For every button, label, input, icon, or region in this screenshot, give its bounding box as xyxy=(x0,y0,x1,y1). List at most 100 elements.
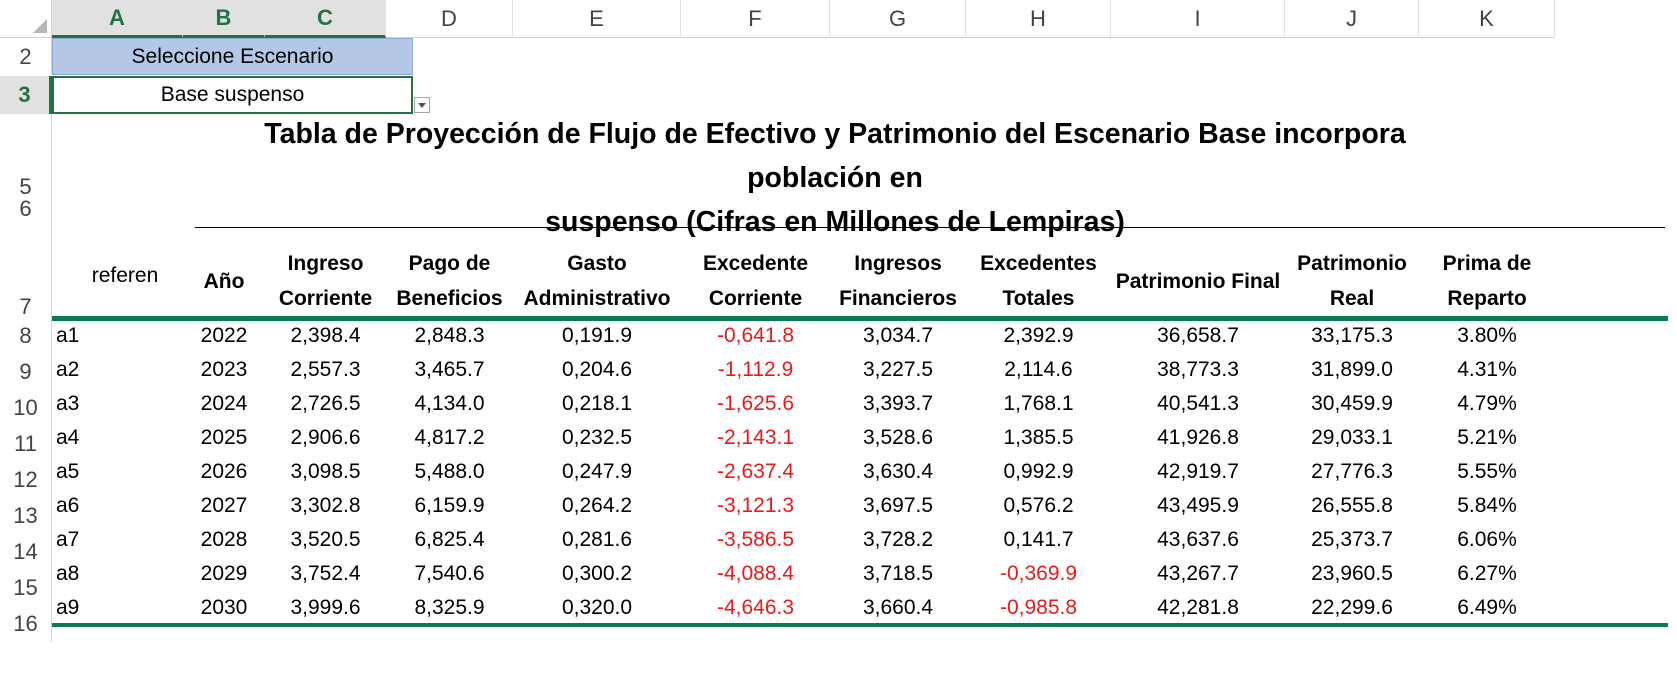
cell-exc_tot[interactable]: 1,385.5 xyxy=(1003,426,1074,449)
row-header-2[interactable]: 2 xyxy=(0,38,52,75)
cell-exc_corr[interactable]: -4,646.3 xyxy=(716,596,795,619)
cell-pago[interactable]: 4,817.2 xyxy=(414,426,485,449)
cell-pat_final[interactable]: 40,541.3 xyxy=(1157,392,1239,415)
cell-exc_corr[interactable]: -1,112.9 xyxy=(717,358,794,381)
cell-year[interactable]: 2028 xyxy=(200,528,248,551)
cell-ref[interactable]: a3 xyxy=(56,392,80,415)
cell-exc_corr[interactable]: -3,121.3 xyxy=(716,494,795,517)
header-exc_tot[interactable]: Excedentes Totales xyxy=(966,244,1111,318)
cell-ingreso[interactable]: 2,557.3 xyxy=(290,358,361,381)
cell-year[interactable]: 2026 xyxy=(200,460,248,483)
cell-ref[interactable]: a2 xyxy=(56,358,80,381)
cell-gasto[interactable]: 0,232.5 xyxy=(561,426,633,449)
cell-pat_real[interactable]: 31,899.0 xyxy=(1311,358,1393,381)
header-ingreso[interactable]: Ingreso Corriente xyxy=(265,244,386,318)
cell-ingreso[interactable]: 3,520.5 xyxy=(290,528,361,551)
cell-ing_fin[interactable]: 3,718.5 xyxy=(862,562,934,585)
cell-pago[interactable]: 8,325.9 xyxy=(414,596,485,619)
column-header-i[interactable]: I xyxy=(1111,0,1285,38)
cell-prima[interactable]: 3.80% xyxy=(1457,324,1517,347)
cell-ref[interactable]: a9 xyxy=(56,596,80,619)
header-year[interactable]: Año xyxy=(183,244,265,318)
cell-ref[interactable]: a5 xyxy=(56,460,80,483)
row-header-16[interactable]: 16 xyxy=(0,606,52,642)
cell-prima[interactable]: 6.27% xyxy=(1457,562,1517,585)
cell-pat_real[interactable]: 23,960.5 xyxy=(1311,562,1393,585)
cell-pat_real[interactable]: 26,555.8 xyxy=(1311,494,1393,517)
cell-year[interactable]: 2024 xyxy=(200,392,248,415)
column-header-a[interactable]: A xyxy=(52,0,183,38)
cell-prima[interactable]: 6.06% xyxy=(1457,528,1517,551)
column-header-e[interactable]: E xyxy=(513,0,681,38)
cell-gasto[interactable]: 0,191.9 xyxy=(561,324,633,347)
cell-year[interactable]: 2030 xyxy=(200,596,248,619)
cell-exc_corr[interactable]: -2,637.4 xyxy=(716,460,795,483)
cell-ing_fin[interactable]: 3,630.4 xyxy=(862,460,934,483)
header-exc_corr[interactable]: Excedente Corriente xyxy=(681,244,830,318)
cell-pat_final[interactable]: 42,281.8 xyxy=(1157,596,1239,619)
cell-exc_tot[interactable]: 0,576.2 xyxy=(1003,494,1074,517)
cell-ref[interactable]: a8 xyxy=(56,562,80,585)
cell-ref[interactable]: a4 xyxy=(56,426,80,449)
row-header-14[interactable]: 14 xyxy=(0,534,52,570)
row-header-11[interactable]: 11 xyxy=(0,426,52,462)
cell-pago[interactable]: 3,465.7 xyxy=(414,358,485,381)
cell-exc_corr[interactable]: -1,625.6 xyxy=(716,392,795,415)
cell-exc_tot[interactable]: -0,985.8 xyxy=(999,596,1078,619)
cell-pat_real[interactable]: 25,373.7 xyxy=(1311,528,1393,551)
cell-ingreso[interactable]: 3,999.6 xyxy=(290,596,361,619)
cell-ingreso[interactable]: 2,906.6 xyxy=(290,426,361,449)
column-header-f[interactable]: F xyxy=(681,0,830,38)
cell-exc_corr[interactable]: -3,586.5 xyxy=(716,528,795,551)
cell-ingreso[interactable]: 2,726.5 xyxy=(290,392,361,415)
column-header-k[interactable]: K xyxy=(1419,0,1555,38)
cell-year[interactable]: 2023 xyxy=(200,358,248,381)
cell-pago[interactable]: 6,825.4 xyxy=(414,528,485,551)
cell-ingreso[interactable]: 3,752.4 xyxy=(290,562,361,585)
cell-exc_tot[interactable]: -0,369.9 xyxy=(999,562,1078,585)
cell-prima[interactable]: 6.49% xyxy=(1457,596,1517,619)
column-header-d[interactable]: D xyxy=(386,0,513,38)
cell-ref[interactable]: a1 xyxy=(56,324,80,347)
cell-gasto[interactable]: 0,218.1 xyxy=(561,392,633,415)
row-header-5[interactable]: 5 xyxy=(0,114,52,202)
cell-pago[interactable]: 6,159.9 xyxy=(414,494,485,517)
cell-pat_final[interactable]: 36,658.7 xyxy=(1157,324,1239,347)
column-header-g[interactable]: G xyxy=(830,0,966,38)
cell-exc_tot[interactable]: 0,141.7 xyxy=(1003,528,1074,551)
cell-pago[interactable]: 4,134.0 xyxy=(414,392,485,415)
cell-pat_final[interactable]: 38,773.3 xyxy=(1157,358,1239,381)
cell-gasto[interactable]: 0,281.6 xyxy=(561,528,633,551)
column-header-h[interactable]: H xyxy=(966,0,1111,38)
cell-pat_real[interactable]: 30,459.9 xyxy=(1311,392,1393,415)
cell-exc_tot[interactable]: 2,114.6 xyxy=(1004,358,1073,381)
cell-pago[interactable]: 7,540.6 xyxy=(414,562,485,585)
ref-header[interactable]: referen xyxy=(91,264,159,287)
cell-year[interactable]: 2029 xyxy=(200,562,248,585)
cell-ing_fin[interactable]: 3,393.7 xyxy=(862,392,934,415)
cell-prima[interactable]: 5.84% xyxy=(1457,494,1517,517)
row-header-13[interactable]: 13 xyxy=(0,498,52,534)
row-header-8[interactable]: 8 xyxy=(0,318,52,354)
cell-ing_fin[interactable]: 3,728.2 xyxy=(862,528,934,551)
cell-gasto[interactable]: 0,320.0 xyxy=(561,596,633,619)
row-header-15[interactable]: 15 xyxy=(0,570,52,606)
header-pago[interactable]: Pago de Beneficios xyxy=(386,244,513,318)
cell-prima[interactable]: 4.31% xyxy=(1457,358,1517,381)
cell-year[interactable]: 2022 xyxy=(200,324,248,347)
cell-pago[interactable]: 2,848.3 xyxy=(414,324,485,347)
cell-gasto[interactable]: 0,264.2 xyxy=(561,494,633,517)
cell-pat_final[interactable]: 42,919.7 xyxy=(1157,460,1239,483)
cell-pat_real[interactable]: 27,776.3 xyxy=(1311,460,1393,483)
row-header-3[interactable]: 3 xyxy=(0,76,52,114)
cell-gasto[interactable]: 0,300.2 xyxy=(561,562,633,585)
cell-pat_final[interactable]: 43,267.7 xyxy=(1157,562,1239,585)
cell-prima[interactable]: 4.79% xyxy=(1457,392,1517,415)
cell-ing_fin[interactable]: 3,528.6 xyxy=(862,426,934,449)
cell-exc_tot[interactable]: 1,768.1 xyxy=(1003,392,1074,415)
header-gasto[interactable]: Gasto Administrativo xyxy=(513,244,681,318)
cell-pat_real[interactable]: 29,033.1 xyxy=(1311,426,1393,449)
row-header-10[interactable]: 10 xyxy=(0,390,52,426)
cell-pat_real[interactable]: 33,175.3 xyxy=(1311,324,1393,347)
scenario-label-cell[interactable]: Seleccione Escenario xyxy=(52,38,413,75)
